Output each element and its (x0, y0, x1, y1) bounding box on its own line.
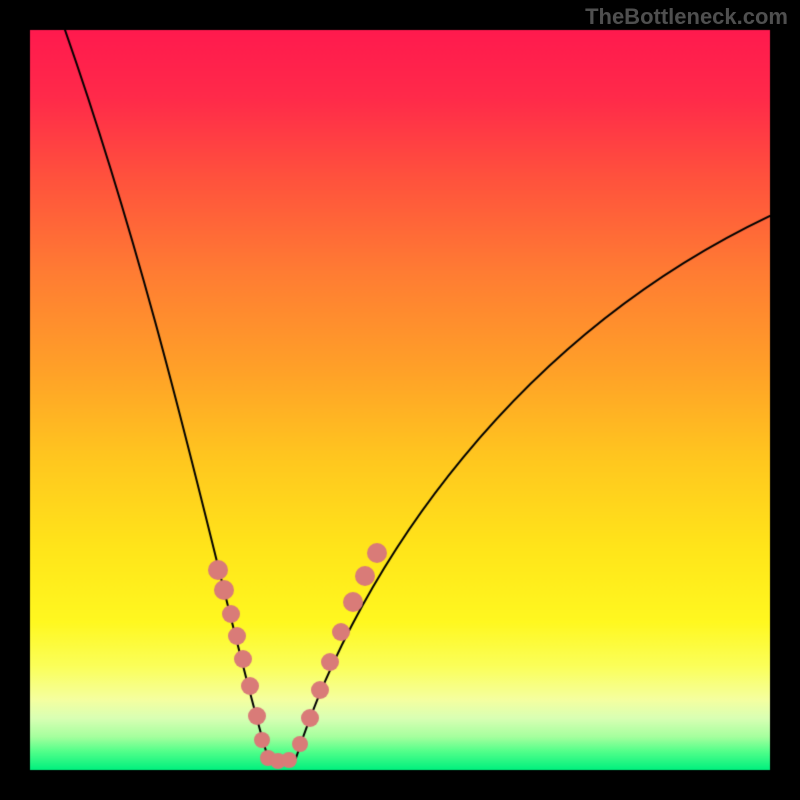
bottleneck-chart-canvas (0, 0, 800, 800)
chart-stage: TheBottleneck.com (0, 0, 800, 800)
